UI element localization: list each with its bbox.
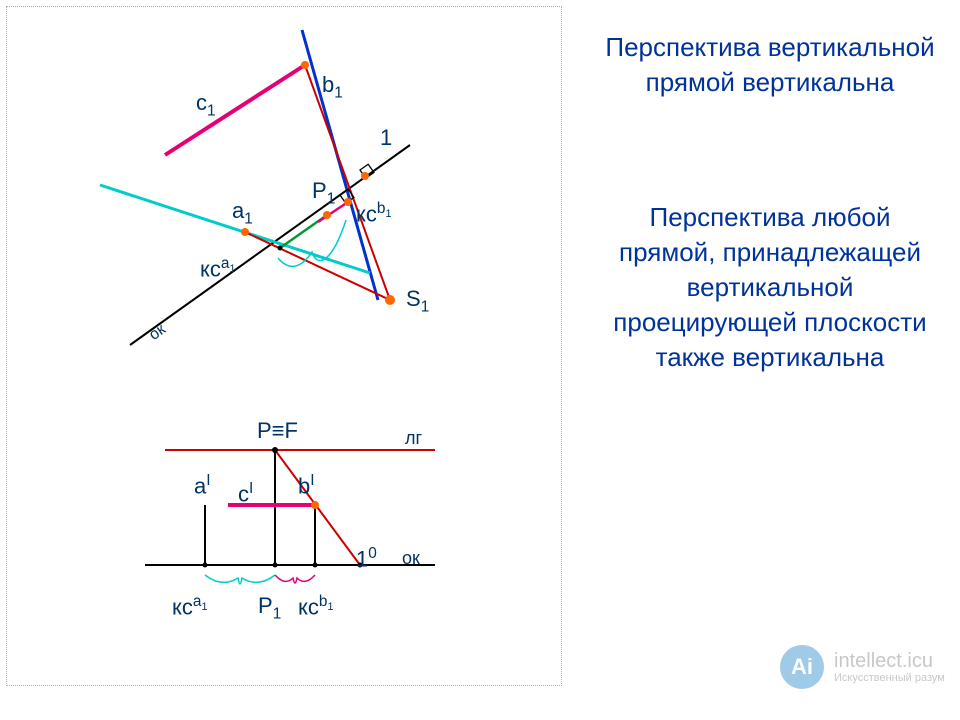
- watermark-line1: intellect.icu: [834, 650, 945, 672]
- lbl-lg: лг: [405, 428, 422, 449]
- pt-bIbase: [313, 563, 318, 568]
- lbl-PF: P≡F: [257, 418, 298, 444]
- pt-P1: [323, 211, 331, 219]
- lbl-one: 1: [380, 125, 392, 151]
- lbl-cI: cI: [238, 480, 253, 507]
- lbl-aI: aI: [194, 472, 211, 499]
- cyan-brace: [205, 575, 275, 584]
- bottom-diagram: [145, 447, 435, 584]
- lbl-kcb1: ксb1: [356, 200, 391, 227]
- watermark-logo-text: Ai: [791, 654, 813, 680]
- lbl-ok-bot: ок: [402, 548, 420, 569]
- geometry-svg: [0, 0, 960, 720]
- lbl-P1: P1: [312, 178, 335, 208]
- pt-c1top: [301, 61, 309, 69]
- pt-S1: [385, 295, 395, 305]
- pt-kca1: [278, 246, 283, 251]
- lbl-c1: c1: [196, 90, 216, 120]
- top-diagram: [100, 30, 410, 345]
- lbl-10: 10: [356, 545, 377, 572]
- mag-brace: [275, 575, 315, 583]
- pt-1: [361, 172, 369, 180]
- lbl-kcb1-b: ксb1: [298, 593, 333, 620]
- watermark-logo-icon: Ai: [780, 645, 824, 689]
- pt-PF: [272, 447, 278, 453]
- watermark: Ai intellect.icu Искусственный разум: [780, 645, 945, 689]
- lbl-b1: b1: [322, 72, 343, 102]
- pt-bI: [311, 501, 319, 509]
- lbl-S1: S1: [406, 286, 429, 316]
- pt-a1: [241, 228, 249, 236]
- pt-kcb1: [344, 198, 352, 206]
- lbl-kca1: ксa1: [200, 255, 235, 282]
- lbl-P1-b: P1: [258, 593, 281, 623]
- watermark-line2: Искусственный разум: [834, 672, 945, 684]
- pt-aIbase: [203, 563, 208, 568]
- lbl-kca1-b: ксa1: [172, 593, 207, 620]
- magenta-c1: [165, 65, 305, 155]
- pt-P1b: [273, 563, 278, 568]
- lbl-bI: bI: [298, 472, 315, 499]
- lbl-a1: a1: [232, 198, 253, 228]
